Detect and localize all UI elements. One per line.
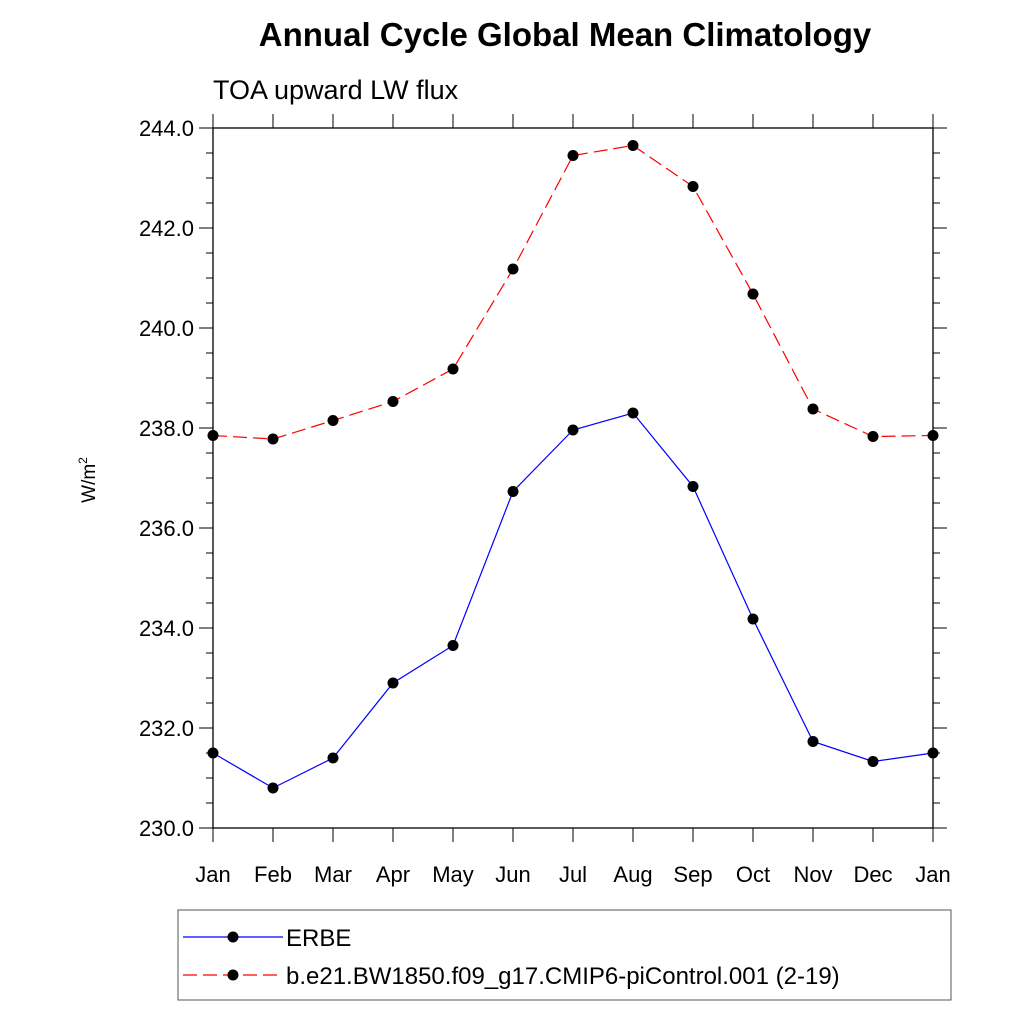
legend-label: ERBE (286, 925, 351, 952)
series-layer (207, 140, 939, 794)
y-axis-label: W/m2 (76, 457, 100, 503)
y-axis-label-base: W/m (79, 464, 100, 503)
data-point (267, 782, 279, 794)
x-tick-label: Mar (314, 862, 352, 887)
x-tick-label: Aug (613, 862, 652, 887)
data-point (927, 747, 939, 759)
y-tick-label: 244.0 (139, 116, 194, 141)
svg-text:W/m2: W/m2 (76, 457, 100, 503)
y-tick-label: 232.0 (139, 716, 194, 741)
y-tick-label: 234.0 (139, 616, 194, 641)
data-point (447, 640, 459, 651)
series-line (212, 412, 934, 789)
series-line (212, 144, 934, 440)
data-point (567, 424, 579, 436)
legend: ERBE b.e21.BW1850.f09_g17.CMIP6-piControl… (183, 925, 840, 990)
chart-title: Annual Cycle Global Mean Climatology (259, 16, 872, 53)
x-tick-label: Jul (559, 862, 587, 887)
y-tick-label: 240.0 (139, 316, 194, 341)
x-tick-label: Apr (376, 862, 410, 887)
data-point (867, 756, 879, 767)
x-tick-label: Oct (736, 862, 770, 887)
x-tick-label: Feb (254, 862, 292, 887)
chart-subtitle: TOA upward LW flux (213, 75, 459, 105)
legend-label: b.e21.BW1850.f09_g17.CMIP6-piControl.001… (286, 963, 840, 990)
x-tick-label: Sep (673, 862, 712, 887)
data-point (507, 263, 519, 275)
data-point (807, 403, 819, 415)
y-tick-label: 238.0 (139, 416, 194, 441)
series-2 (207, 140, 939, 445)
data-point (687, 181, 699, 192)
data-point (687, 481, 699, 492)
x-tick-label: Dec (853, 862, 892, 887)
x-tick-label: Jun (495, 862, 530, 887)
data-point (567, 150, 579, 161)
data-point (807, 736, 819, 747)
data-point (267, 433, 279, 445)
y-tick-label: 230.0 (139, 816, 194, 841)
data-point (507, 486, 519, 497)
data-point (387, 396, 399, 407)
legend-item: b.e21.BW1850.f09_g17.CMIP6-piControl.001… (183, 963, 840, 990)
data-point (207, 430, 219, 441)
data-point (327, 415, 339, 426)
y-axis-label-superscript: 2 (76, 457, 90, 464)
x-tick-label: May (432, 862, 474, 887)
data-point (627, 407, 639, 419)
y-tick-label: 236.0 (139, 516, 194, 541)
data-point (927, 430, 939, 441)
y-tick-labels: 230.0 232.0 234.0 236.0 238.0 240.0 242.0 244.0 (139, 116, 194, 841)
axis-ticks (199, 114, 947, 842)
plot-frame (212, 127, 934, 829)
data-point (747, 288, 759, 300)
legend-marker (227, 931, 239, 943)
legend-box (177, 909, 952, 1001)
y-tick-label: 242.0 (139, 216, 194, 241)
data-point (627, 140, 639, 151)
data-point (207, 747, 219, 759)
data-point (327, 752, 339, 764)
legend-marker (227, 969, 239, 981)
legend-item: ERBE (183, 925, 351, 952)
data-point (387, 677, 399, 689)
series-1 (207, 407, 939, 794)
data-point (447, 363, 459, 375)
data-point (747, 613, 759, 625)
x-tick-label: Jan (195, 862, 230, 887)
data-point (867, 431, 879, 442)
x-tick-labels: Jan Feb Mar Apr May Jun Jul Aug Sep Oct Nov Dec Jan (195, 862, 950, 887)
x-tick-label: Nov (793, 862, 832, 887)
x-tick-label: Jan (915, 862, 950, 887)
